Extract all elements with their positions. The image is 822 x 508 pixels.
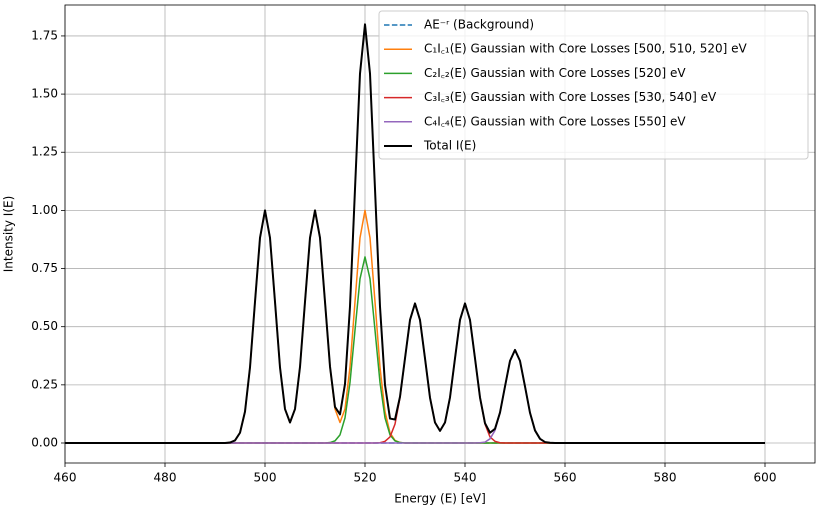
legend: AE⁻ʳ (Background) C₁I꜀₁(E) Gaussian with … — [378, 10, 809, 160]
series-line — [65, 302, 765, 444]
x-tick-label: 520 — [354, 471, 377, 485]
y-tick-label: 0.50 — [31, 319, 58, 333]
y-tick-label: 0.00 — [31, 435, 58, 449]
series-line — [65, 349, 765, 444]
x-tick-label: 580 — [654, 471, 677, 485]
legend-label: Total I(E) — [423, 139, 476, 153]
series-line — [65, 23, 765, 444]
x-tick-label: 540 — [454, 471, 477, 485]
legend-label: C₄I꜀₄(E) Gaussian with Core Losses [550]… — [424, 114, 686, 128]
x-tick-label: 460 — [54, 471, 77, 485]
y-tick-label: 0.25 — [31, 377, 58, 391]
y-axis-label: Intensity I(E) — [2, 196, 16, 273]
legend-label: AE⁻ʳ (Background) — [424, 18, 534, 32]
x-tick-label: 600 — [754, 471, 777, 485]
legend-label: C₃I꜀₃(E) Gaussian with Core Losses [530,… — [424, 90, 717, 104]
y-tick-label: 1.75 — [31, 28, 58, 42]
plot-frame — [64, 4, 816, 464]
legend-label: C₂I꜀₂(E) Gaussian with Core Losses [520]… — [424, 66, 686, 80]
y-tick-label: 1.00 — [31, 203, 58, 217]
legend-label: C₁I꜀₁(E) Gaussian with Core Losses [500,… — [424, 42, 747, 56]
x-tick-label: 500 — [254, 471, 277, 485]
x-tick-label: 560 — [554, 471, 577, 485]
x-axis-label: Energy (E) [eV] — [394, 492, 486, 506]
x-tick-label: 480 — [154, 471, 177, 485]
series-line — [65, 256, 765, 444]
y-tick-label: 1.25 — [31, 145, 58, 159]
y-tick-label: 1.50 — [31, 87, 58, 101]
y-tick-label: 0.75 — [31, 261, 58, 275]
legend-box — [378, 10, 809, 160]
